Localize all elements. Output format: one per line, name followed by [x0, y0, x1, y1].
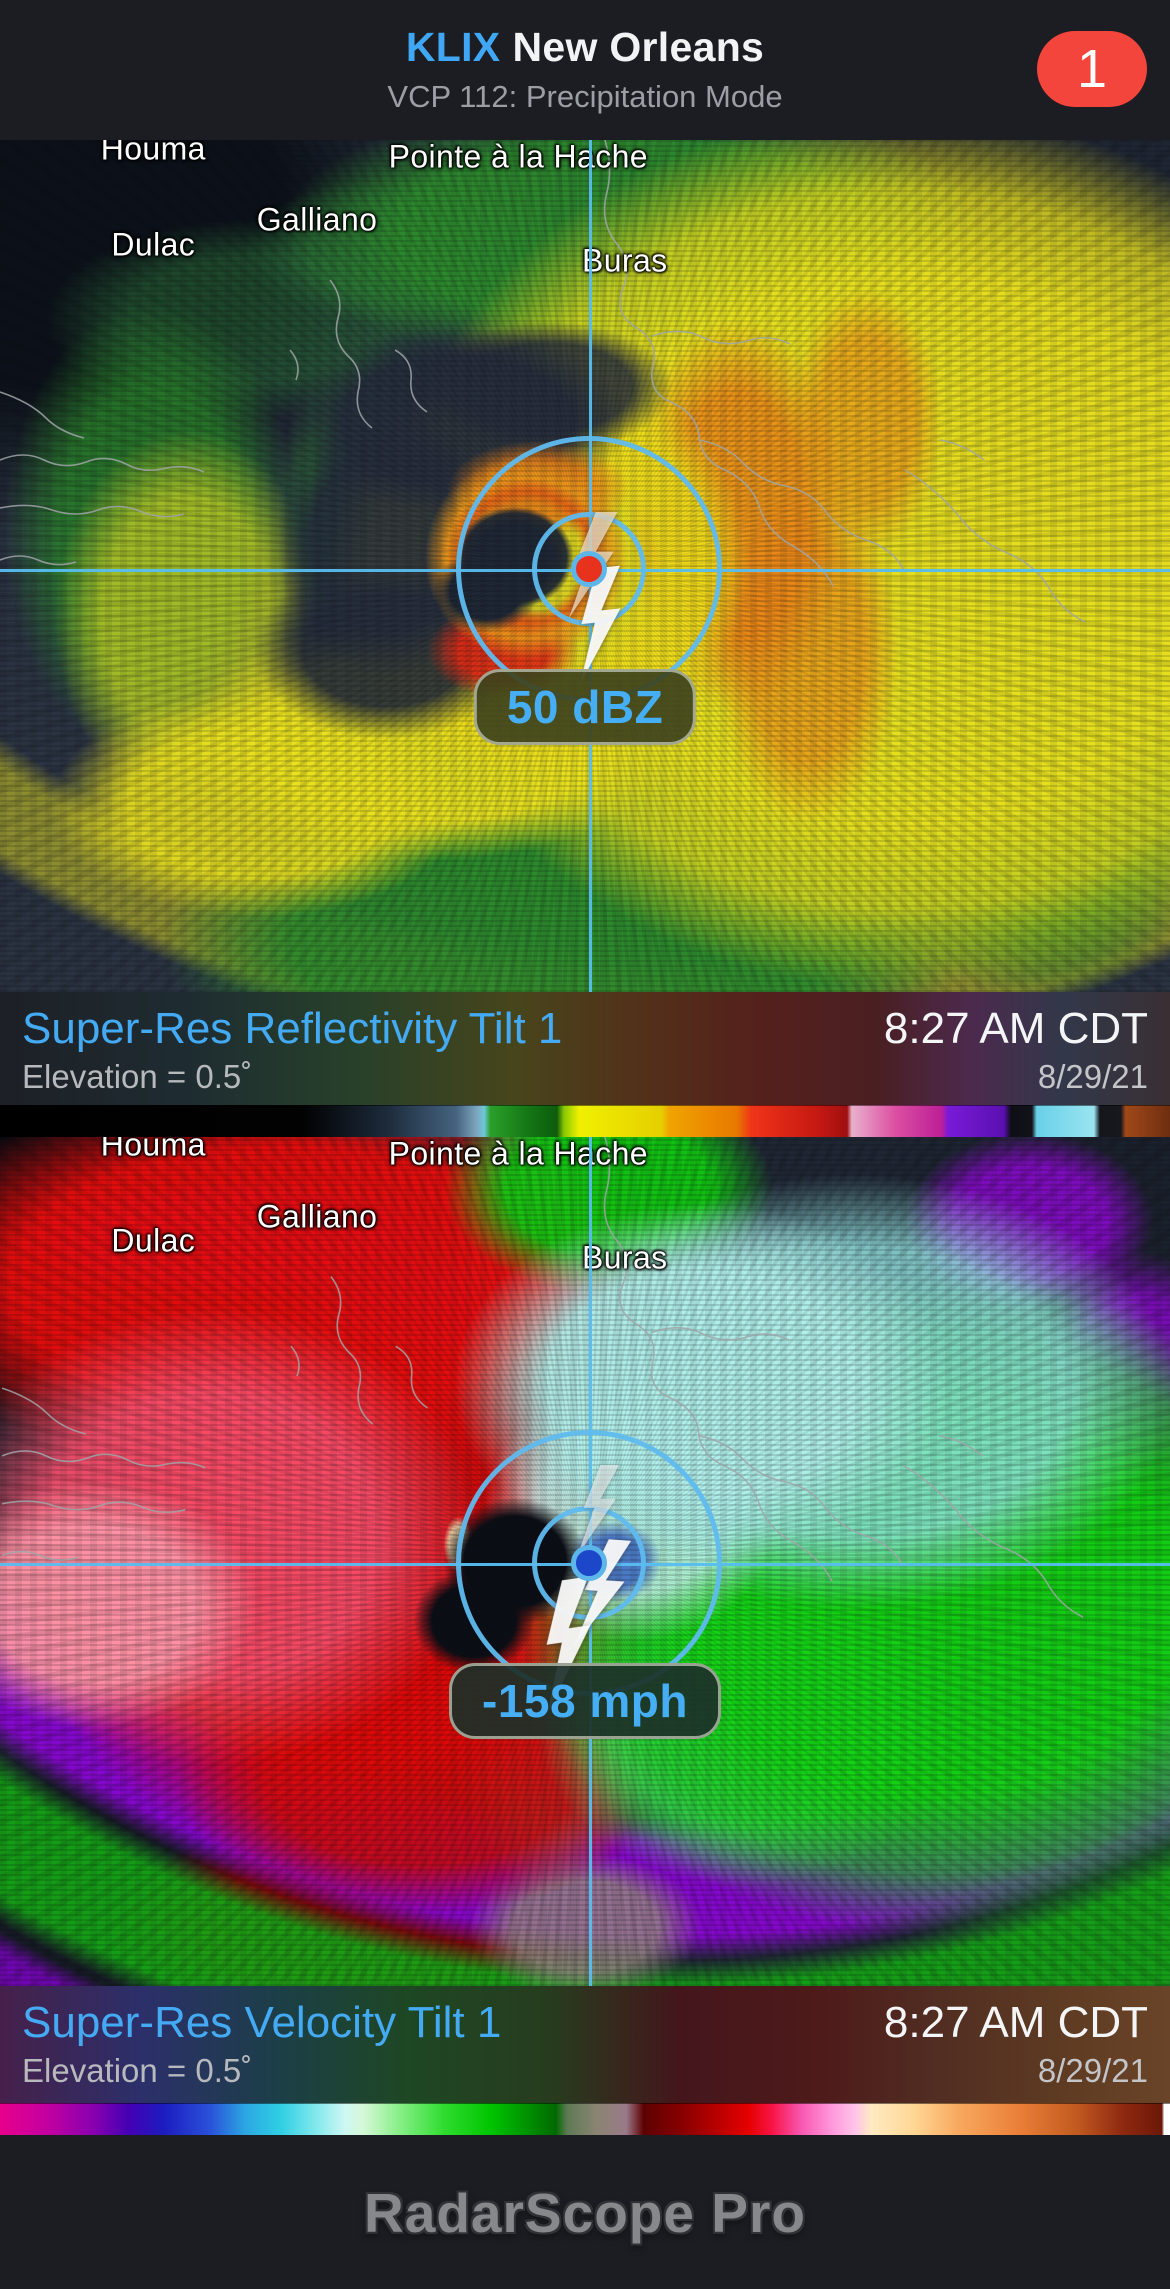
- city-label: Houma: [100, 1137, 206, 1163]
- station-name: New Orleans: [512, 24, 765, 71]
- elevation-label: Elevation = 0.5˚: [22, 2051, 253, 2089]
- elevation-label: Elevation = 0.5˚: [22, 1057, 253, 1095]
- city-label: Pointe à la Hache: [388, 140, 649, 175]
- velocity-color-scale[interactable]: [0, 2103, 1170, 2135]
- lightning-icon: [572, 1539, 631, 1648]
- crosshair-inner-ring: [531, 512, 646, 627]
- reflectivity-color-scale[interactable]: [0, 1105, 1170, 1137]
- app-footer: RadarScope Pro: [0, 2135, 1170, 2289]
- city-label: Galliano: [256, 201, 378, 238]
- velocity-radar-image: [0, 1137, 1170, 1986]
- city-label: Dulac: [111, 226, 196, 263]
- scan-date: 8/29/21: [1037, 2051, 1148, 2089]
- city-label: Dulac: [111, 1222, 196, 1259]
- city-label: Buras: [581, 242, 668, 279]
- city-label: Pointe à la Hache: [388, 1137, 649, 1172]
- coastline-overlay: [0, 140, 1086, 623]
- reflectivity-readout-pill: 50 dBZ: [473, 668, 697, 745]
- velocity-product-bar[interactable]: Super-Res Velocity Tilt 1 Elevation = 0.…: [0, 1986, 1170, 2103]
- city-label: Galliano: [256, 1198, 378, 1235]
- vcp-mode-label: VCP 112: Precipitation Mode: [387, 78, 783, 114]
- notification-badge[interactable]: 1: [1037, 31, 1147, 107]
- velocity-radar-view[interactable]: Houma Pointe à la Hache Galliano Dulac Buras…: [0, 1137, 1170, 1986]
- coastline-overlay: [1, 1137, 1084, 1619]
- page-title: KLIX New Orleans: [406, 25, 764, 70]
- lightning-icon: [577, 1464, 619, 1556]
- city-label: Buras: [581, 1239, 668, 1276]
- storm-center-marker[interactable]: [570, 551, 607, 588]
- scan-time: 8:27 AM CDT: [883, 1998, 1148, 2047]
- product-title: Super-Res Velocity Tilt 1: [22, 1998, 502, 2047]
- storm-center-marker[interactable]: [570, 1545, 607, 1582]
- readout-value: 50 dBZ: [506, 680, 664, 733]
- readout-value: -158 mph: [482, 1674, 688, 1727]
- station-id: KLIX: [405, 24, 501, 71]
- velocity-readout-pill: -158 mph: [449, 1662, 721, 1739]
- lightning-icon: [580, 565, 621, 685]
- watermark: RadarScope Pro: [364, 2182, 806, 2244]
- city-label: Houma: [100, 140, 206, 167]
- radar-selector-header[interactable]: KLIX New Orleans VCP 112: Precipitation M…: [0, 0, 1170, 140]
- reflectivity-radar-view[interactable]: Houma Pointe à la Hache Galliano Dulac Buras…: [0, 140, 1170, 992]
- product-title: Super-Res Reflectivity Tilt 1: [22, 1004, 563, 1053]
- scan-time: 8:27 AM CDT: [883, 1004, 1148, 1053]
- scan-date: 8/29/21: [1037, 1057, 1148, 1095]
- reflectivity-product-bar[interactable]: Super-Res Reflectivity Tilt 1 Elevation …: [0, 992, 1170, 1105]
